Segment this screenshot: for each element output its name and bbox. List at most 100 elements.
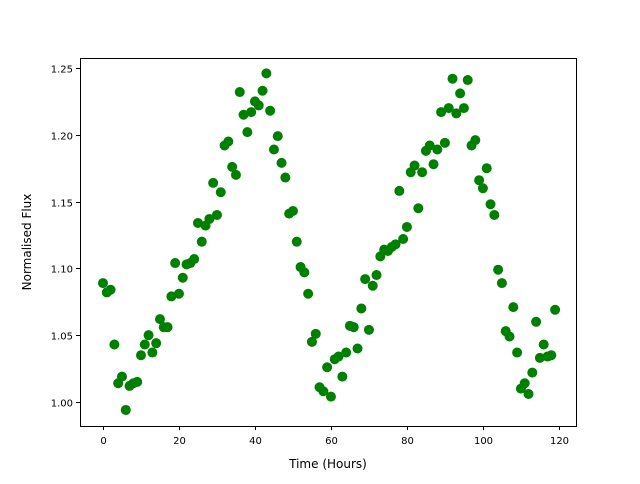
y-tick-label: 1.10: [51, 265, 73, 276]
data-point: [531, 316, 542, 327]
data-point: [398, 233, 409, 244]
data-point: [105, 284, 116, 295]
data-point: [109, 339, 120, 350]
data-point: [166, 291, 177, 302]
data-point: [493, 264, 504, 275]
data-point: [204, 213, 215, 224]
data-point: [299, 267, 310, 278]
x-tick-label: 60: [325, 436, 338, 447]
data-point: [261, 68, 272, 79]
data-point: [417, 167, 428, 178]
data-point: [246, 107, 257, 118]
x-axis-ticks: 0 20 40 60 80 100 120: [100, 426, 569, 447]
data-point: [170, 258, 181, 269]
data-point: [550, 304, 561, 315]
data-point: [162, 322, 173, 333]
data-point: [303, 288, 314, 299]
data-point: [253, 100, 264, 111]
data-point: [173, 288, 184, 299]
data-point: [223, 136, 234, 147]
data-point: [363, 324, 374, 335]
data-point: [477, 183, 488, 194]
data-point: [447, 73, 458, 84]
data-point: [135, 350, 146, 361]
data-point: [367, 280, 378, 291]
data-point: [238, 109, 249, 120]
data-point: [413, 203, 424, 214]
data-point: [485, 199, 496, 210]
data-point: [116, 371, 127, 382]
data-point: [306, 336, 317, 347]
data-point: [120, 404, 131, 415]
data-point: [242, 127, 253, 138]
y-axis-ticks: 1.00 1.05 1.10 1.15 1.20 1.25: [51, 65, 80, 410]
data-point: [424, 140, 435, 151]
data-point: [322, 362, 333, 373]
data-point: [310, 328, 321, 339]
data-point: [474, 175, 485, 186]
data-point: [341, 347, 352, 358]
data-point: [177, 272, 188, 283]
data-point: [390, 239, 401, 250]
data-point: [458, 103, 469, 114]
data-point: [470, 135, 481, 146]
data-point: [337, 371, 348, 382]
data-point: [504, 331, 515, 342]
x-tick-label: 100: [474, 436, 493, 447]
data-point: [151, 338, 162, 349]
data-point: [192, 217, 203, 228]
data-point: [154, 314, 165, 325]
x-tick-label: 80: [401, 436, 414, 447]
data-point: [436, 107, 447, 118]
y-tick-label: 1.15: [51, 199, 73, 210]
data-point: [227, 161, 238, 172]
data-point: [211, 209, 222, 220]
data-point: [546, 350, 557, 361]
data-point: [280, 172, 291, 183]
data-point: [97, 278, 108, 289]
data-point: [287, 205, 298, 216]
data-point: [139, 339, 150, 350]
data-point: [143, 330, 154, 341]
data-point: [496, 278, 507, 289]
y-tick-label: 1.25: [51, 65, 73, 76]
data-point: [527, 367, 538, 378]
data-point: [401, 221, 412, 232]
data-point: [523, 388, 534, 399]
data-point: [318, 386, 329, 397]
data-point: [428, 159, 439, 170]
data-point: [538, 339, 549, 350]
y-tick-label: 1.00: [51, 399, 73, 410]
data-point: [333, 351, 344, 362]
data-point: [371, 270, 382, 281]
data-point: [234, 87, 245, 98]
data-point: [196, 236, 207, 247]
data-point: [325, 391, 336, 402]
data-point: [409, 160, 420, 171]
data-point: [512, 347, 523, 358]
x-tick-label: 0: [100, 436, 106, 447]
x-tick-label: 20: [173, 436, 186, 447]
data-point: [265, 105, 276, 116]
x-tick-label: 120: [550, 436, 569, 447]
x-tick-label: 40: [249, 436, 262, 447]
data-point: [230, 169, 241, 180]
data-point: [268, 144, 279, 155]
data-point: [534, 352, 545, 363]
data-point: [360, 274, 371, 285]
data-point: [481, 163, 492, 174]
data-point: [432, 144, 443, 155]
data-point: [519, 378, 530, 389]
data-point: [443, 103, 454, 114]
data-point: [462, 75, 473, 86]
data-point: [455, 88, 466, 99]
data-point: [215, 187, 226, 198]
data-point: [439, 137, 450, 148]
data-point: [132, 376, 143, 387]
data-point: [272, 131, 283, 142]
y-axis-label: Normalised Flux: [20, 194, 34, 291]
data-point: [276, 157, 287, 168]
data-points: [97, 68, 561, 415]
plot-frame: [80, 58, 577, 427]
y-tick-label: 1.05: [51, 332, 73, 343]
